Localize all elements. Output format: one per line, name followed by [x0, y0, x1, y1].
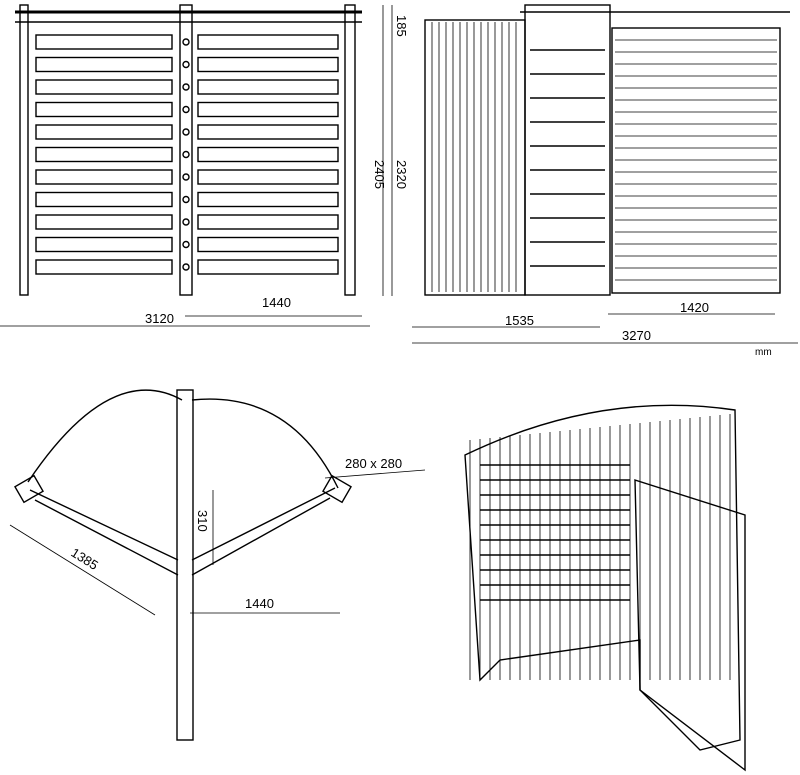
post	[19, 4, 29, 296]
side-panel	[424, 19, 526, 296]
rotor-bar	[35, 146, 173, 163]
dim-depth-right: 1420	[680, 300, 709, 315]
rotor-bar	[197, 124, 339, 140]
dim-post-size: 280 x 280	[345, 456, 402, 471]
dim-height-total: 2405	[372, 160, 387, 189]
rotor-bar	[35, 259, 173, 275]
dim-depth-left: 1535	[505, 313, 534, 328]
post-square	[322, 474, 352, 504]
rotor-bar	[197, 191, 339, 208]
bolt	[182, 173, 190, 181]
rotor-bar	[35, 169, 173, 185]
rotor-bar	[35, 124, 173, 140]
post	[179, 4, 193, 296]
plan-dimensions: 280 x 280 1385 310 1440	[9, 456, 426, 616]
rotor-bar	[35, 101, 173, 118]
dim-post-offset: 310	[195, 510, 210, 532]
gate-panel	[634, 479, 746, 772]
rotor-bar	[197, 146, 339, 163]
rotor-bar	[35, 79, 173, 95]
front-dimensions: 3120 1440 2405 2320 185	[0, 5, 409, 327]
perspective-view	[464, 404, 746, 772]
bolt	[182, 105, 190, 114]
plan-view	[14, 389, 352, 741]
arms	[29, 487, 336, 576]
arc-canopy	[27, 389, 339, 489]
bolt	[182, 263, 190, 271]
rotor-bar	[197, 214, 339, 230]
unit-label: mm	[755, 347, 772, 358]
rotor-bar	[35, 56, 173, 73]
enclosure	[464, 404, 741, 751]
bolt	[182, 150, 190, 159]
rotor-bar	[197, 79, 339, 95]
bolt	[182, 240, 190, 249]
rotor-bar	[197, 101, 339, 118]
center-frame	[524, 4, 611, 296]
post	[344, 4, 356, 296]
dim-height-inner: 2320	[394, 160, 409, 189]
dim-diagonal: 1385	[68, 545, 100, 573]
dim-leaf-width: 1440	[262, 295, 291, 310]
side-panel-right	[611, 27, 781, 294]
center-post	[176, 389, 194, 741]
dim-total-depth: 3270	[622, 328, 651, 343]
dim-radius: 1440	[245, 596, 274, 611]
side-dimensions: 1535 1420 3270 mm	[412, 300, 798, 358]
rotor-bar	[197, 236, 339, 253]
rotor-bar	[197, 56, 339, 73]
bolt	[182, 60, 190, 69]
bolt	[182, 218, 190, 226]
bolt	[182, 128, 190, 136]
rotor-bar	[197, 259, 339, 275]
rotor-bar	[35, 191, 173, 208]
dim-height-top: 185	[394, 15, 409, 37]
side-view	[424, 4, 790, 296]
rotor-bar	[197, 34, 339, 50]
dim-total-width: 3120	[145, 311, 174, 326]
bolt	[182, 83, 190, 91]
bolt	[182, 195, 190, 204]
rotor-bar	[197, 169, 339, 185]
front-view	[15, 4, 362, 296]
rotor-bar	[35, 214, 173, 230]
bolt	[182, 38, 190, 46]
rotor-bar	[35, 236, 173, 253]
rotor-bar	[35, 34, 173, 50]
post-square	[14, 474, 44, 504]
